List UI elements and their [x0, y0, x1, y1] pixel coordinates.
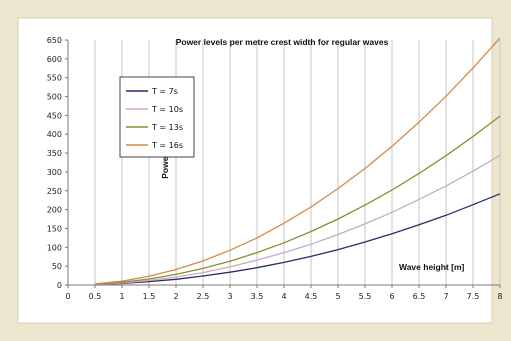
x-tick-label: 7: [443, 292, 448, 301]
x-tick-label: 1: [119, 292, 124, 301]
x-tick-label: 2.5: [197, 292, 210, 301]
series-line-3: [94, 115, 501, 285]
y-tick-label: 650: [47, 36, 62, 45]
tick-labels: 0 0.5 1 1.5 2 2.5 3 3.5 4 4.5 5 5.5 6 6.5 7 7.5 8 0 50 100 1…: [47, 36, 503, 301]
chart-title: Power levels per metre crest width for r…: [176, 37, 389, 47]
x-tick-label: 5.5: [359, 292, 372, 301]
y-tick-label: 150: [47, 224, 62, 233]
series-line-4: [94, 37, 501, 285]
y-tick-label: 300: [47, 168, 62, 177]
y-tick-label: 0: [57, 281, 62, 290]
x-tick-label: 1.5: [143, 292, 156, 301]
x-tick-label: 0.5: [89, 292, 102, 301]
axes: [65, 39, 501, 288]
legend: T = 7s T = 10s T = 13s T = 16s: [119, 76, 195, 158]
x-tick-label: 6.5: [413, 292, 426, 301]
y-tick-label: 400: [47, 130, 62, 139]
x-tick-label: 4: [281, 292, 286, 301]
legend-label: T = 16s: [151, 141, 183, 150]
y-tick-label: 500: [47, 93, 62, 102]
series-line-2: [94, 154, 501, 286]
legend-label: T = 10s: [151, 105, 183, 114]
y-tick-label: 600: [47, 55, 62, 64]
x-tick-label: 3: [227, 292, 232, 301]
y-tick-label: 50: [52, 262, 62, 271]
x-tick-label: 8: [497, 292, 502, 301]
x-tick-label: 5: [335, 292, 340, 301]
plot-background: [17, 17, 493, 324]
x-tick-label: 2: [173, 292, 178, 301]
x-tick-label: 3.5: [251, 292, 264, 301]
x-tick-label: 0: [65, 292, 70, 301]
y-tick-label: 250: [47, 187, 62, 196]
legend-label: T = 13s: [151, 123, 183, 132]
grid-lines: [94, 40, 501, 285]
x-tick-label: 6: [389, 292, 394, 301]
y-tick-label: 350: [47, 149, 62, 158]
y-tick-label: 450: [47, 111, 62, 120]
y-tick-label: 550: [47, 74, 62, 83]
y-tick-label: 100: [47, 243, 62, 252]
legend-label: T = 7s: [151, 87, 178, 96]
x-tick-label: 4.5: [305, 292, 318, 301]
x-axis-title: Wave height [m]: [399, 262, 464, 272]
x-tick-label: 7.5: [467, 292, 480, 301]
series-lines: [94, 37, 501, 286]
series-line-1: [94, 193, 501, 286]
y-tick-label: 200: [47, 206, 62, 215]
